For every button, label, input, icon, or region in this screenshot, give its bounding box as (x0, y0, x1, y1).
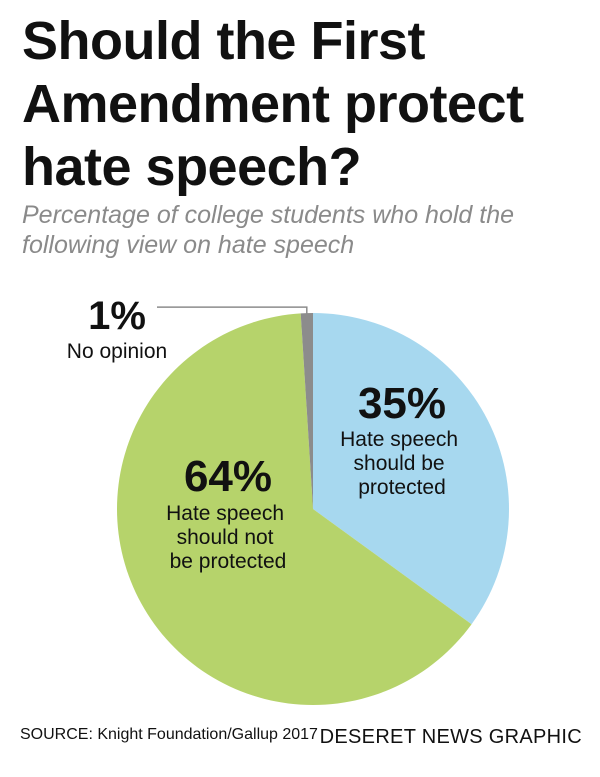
protected-label-line: should be (354, 452, 445, 475)
protected-category-label: Hate speech should be protected (340, 428, 464, 499)
not-protected-label-line: should not (177, 526, 274, 549)
protected-slice (313, 313, 510, 625)
pie-slices (117, 313, 510, 706)
footer: SOURCE: Knight Foundation/Gallup 2017 DE… (20, 726, 582, 749)
protected-percent-label: 35% (358, 379, 446, 428)
not-protected-category-label: Hate speech should not be protected (166, 502, 290, 573)
chart-subtitle: Percentage of college students who hold … (22, 201, 515, 259)
graphic-credit: DESERET NEWS GRAPHIC (319, 726, 582, 748)
no-opinion-slice (300, 313, 313, 509)
protected-label-line: protected (358, 476, 446, 499)
protected-label-line: Hate speech (340, 428, 458, 451)
not-protected-slice (117, 313, 472, 706)
not-protected-label-line: Hate speech (166, 502, 284, 525)
no-opinion-percent-label: 1% (88, 294, 146, 338)
source-note: SOURCE: Knight Foundation/Gallup 2017 (20, 726, 318, 743)
no-opinion-leader-line (157, 306, 308, 316)
not-protected-percent-label: 64% (184, 452, 272, 501)
not-protected-label-line: be protected (170, 550, 287, 573)
no-opinion-label-line: No opinion (67, 340, 167, 363)
chart-title: Should the First Amendment protect hate … (22, 11, 524, 197)
no-opinion-category-label: No opinion (67, 340, 167, 363)
